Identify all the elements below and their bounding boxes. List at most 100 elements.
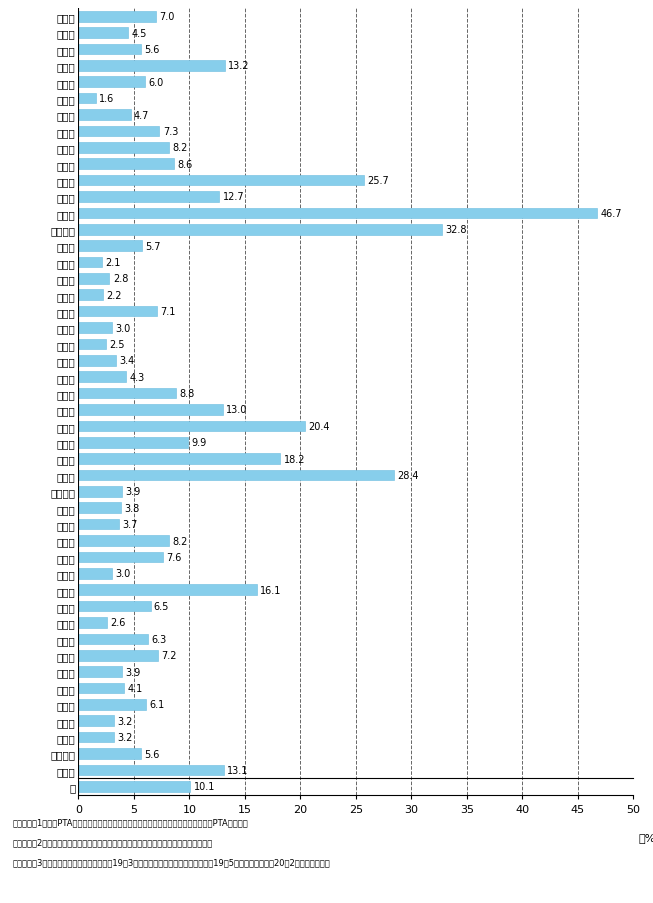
Text: 8.6: 8.6 — [177, 160, 193, 170]
Text: 2.1: 2.1 — [105, 257, 120, 267]
Bar — [78, 225, 443, 236]
Text: 7.3: 7.3 — [163, 126, 178, 136]
Bar — [78, 340, 106, 349]
Bar — [78, 94, 96, 105]
Bar — [78, 159, 174, 170]
Bar — [78, 535, 169, 546]
Text: 2.6: 2.6 — [110, 618, 126, 628]
Text: 10.1: 10.1 — [194, 781, 215, 791]
Bar — [78, 585, 257, 595]
Text: 3.2: 3.2 — [118, 732, 133, 742]
Bar — [78, 306, 157, 317]
Bar — [78, 405, 223, 415]
Bar — [78, 28, 129, 39]
Text: 7.0: 7.0 — [159, 13, 175, 23]
Text: 5.6: 5.6 — [144, 45, 159, 55]
Text: 7.1: 7.1 — [161, 307, 176, 317]
Text: 1.6: 1.6 — [99, 94, 115, 104]
Bar — [78, 716, 114, 726]
Text: 12.7: 12.7 — [223, 192, 244, 202]
Text: 8.2: 8.2 — [172, 536, 188, 546]
Text: （備考）　1．日本PTA全国協議会調べ（対象は北海道及び神奈川県以外の協議会加盟PTAのみ）。: （備考） 1．日本PTA全国協議会調べ（対象は北海道及び神奈川県以外の協議会加盟… — [13, 817, 249, 826]
Bar — [78, 666, 121, 677]
Bar — [78, 110, 131, 121]
Bar — [78, 274, 110, 284]
Bar — [78, 372, 126, 383]
Text: 6.0: 6.0 — [148, 78, 163, 88]
Bar — [78, 781, 191, 792]
Text: 3.4: 3.4 — [119, 356, 135, 366]
Text: 5.7: 5.7 — [145, 241, 161, 251]
Text: 32.8: 32.8 — [446, 225, 468, 235]
Text: （%）: （%） — [639, 833, 653, 842]
Text: 4.7: 4.7 — [134, 110, 150, 120]
Bar — [78, 323, 112, 333]
Text: 3.2: 3.2 — [118, 716, 133, 726]
Text: 28.4: 28.4 — [397, 470, 419, 480]
Bar — [78, 503, 121, 514]
Text: 13.0: 13.0 — [226, 405, 247, 415]
Text: 3.9: 3.9 — [125, 487, 140, 497]
Bar — [78, 454, 280, 464]
Text: 3.9: 3.9 — [125, 667, 140, 677]
Bar — [78, 12, 156, 23]
Bar — [78, 749, 140, 759]
Bar — [78, 290, 103, 301]
Text: 2.8: 2.8 — [113, 275, 128, 284]
Bar — [78, 699, 146, 710]
Bar — [78, 78, 145, 88]
Text: 3.0: 3.0 — [115, 569, 130, 579]
Bar — [78, 650, 158, 661]
Bar — [78, 683, 124, 694]
Bar — [78, 568, 112, 579]
Bar — [78, 241, 142, 252]
Bar — [78, 126, 159, 137]
Text: 7.6: 7.6 — [166, 553, 182, 563]
Bar — [78, 356, 116, 367]
Bar — [78, 519, 119, 530]
Text: 8.8: 8.8 — [180, 388, 195, 398]
Text: 8.2: 8.2 — [172, 144, 188, 154]
Text: 9.9: 9.9 — [191, 438, 207, 448]
Text: 2．北海道，神奈川県（政令市以外）についてはそれぞれ地方公共団体調べ。: 2．北海道，神奈川県（政令市以外）についてはそれぞれ地方公共団体調べ。 — [13, 837, 214, 846]
Text: 2.2: 2.2 — [106, 291, 121, 301]
Bar — [78, 175, 364, 186]
Bar — [78, 601, 150, 611]
Bar — [78, 634, 148, 645]
Bar — [78, 765, 224, 776]
Text: 6.1: 6.1 — [150, 700, 165, 710]
Bar — [78, 192, 219, 202]
Text: 3.8: 3.8 — [124, 503, 139, 513]
Bar — [78, 732, 114, 742]
Text: 2.5: 2.5 — [110, 340, 125, 349]
Text: 4.3: 4.3 — [129, 372, 145, 382]
Bar — [78, 421, 305, 432]
Text: 3.0: 3.0 — [115, 323, 130, 333]
Bar — [78, 257, 102, 268]
Bar — [78, 143, 169, 154]
Bar — [78, 209, 597, 219]
Text: 25.7: 25.7 — [367, 176, 389, 186]
Bar — [78, 552, 163, 563]
Text: 4.5: 4.5 — [132, 29, 147, 39]
Text: 3.7: 3.7 — [123, 519, 138, 529]
Text: 3．北海道（政令市以外）は平成19年3月現在，神奈川県（政令市以外）は19年5月現在，その他は20年2月現在の数値。: 3．北海道（政令市以外）は平成19年3月現在，神奈川県（政令市以外）は19年5月… — [13, 857, 331, 866]
Bar — [78, 437, 188, 448]
Text: 4.1: 4.1 — [127, 684, 142, 694]
Text: 5.6: 5.6 — [144, 749, 159, 759]
Bar — [78, 44, 140, 55]
Bar — [78, 388, 176, 399]
Text: 46.7: 46.7 — [600, 209, 622, 219]
Text: 18.2: 18.2 — [283, 454, 305, 464]
Text: 13.1: 13.1 — [227, 765, 249, 775]
Bar — [78, 487, 121, 498]
Text: 13.2: 13.2 — [229, 61, 249, 71]
Bar — [78, 61, 225, 71]
Text: 16.1: 16.1 — [261, 585, 282, 595]
Text: 20.4: 20.4 — [308, 422, 330, 432]
Bar — [78, 470, 394, 480]
Text: 6.5: 6.5 — [154, 601, 169, 611]
Bar — [78, 618, 107, 628]
Text: 7.2: 7.2 — [162, 650, 177, 660]
Text: 6.3: 6.3 — [151, 634, 167, 644]
